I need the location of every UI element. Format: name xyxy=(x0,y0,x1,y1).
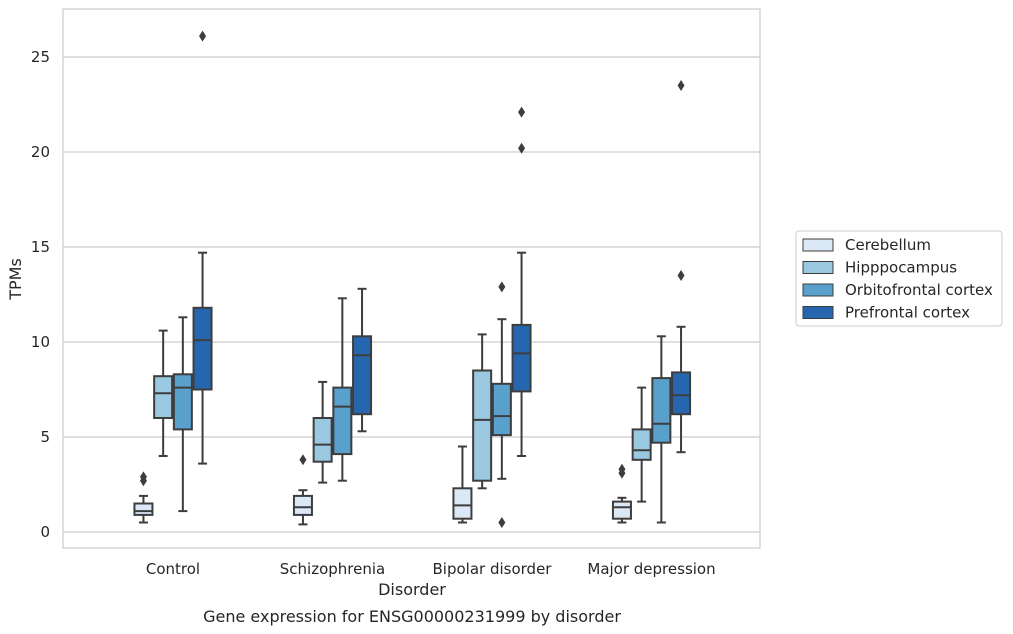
gridlines xyxy=(63,56,760,533)
box-2-3 xyxy=(651,335,672,524)
outlier-point xyxy=(677,270,685,281)
outlier-point xyxy=(677,80,685,91)
iqr-box xyxy=(472,369,493,482)
iqr-box xyxy=(332,386,353,456)
box-1-3 xyxy=(631,386,652,503)
box-0-2 xyxy=(452,445,473,524)
outlier-point xyxy=(618,463,626,475)
iqr-box xyxy=(611,500,632,520)
x-tick-label: Major depression xyxy=(587,560,715,578)
iqr-box xyxy=(491,382,512,437)
outlier-point xyxy=(518,106,526,118)
y-tick-labels: 0 5 10 15 20 25 xyxy=(31,48,50,541)
outlier-point xyxy=(139,471,147,483)
legend: Cerebellum Hipppocampus Orbitofrontal cort… xyxy=(795,230,1003,327)
x-tick-labels: Control Schizophrenia Bipolar disorder Majo… xyxy=(146,560,716,578)
legend-swatch xyxy=(802,306,834,319)
x-tick-label: Schizophrenia xyxy=(280,560,385,578)
outlier-point xyxy=(518,142,526,154)
box-3-0 xyxy=(192,30,213,465)
x-tick-label: Bipolar disorder xyxy=(433,560,553,578)
plot-frame xyxy=(62,8,761,549)
iqr-box xyxy=(172,373,193,431)
iqr-box xyxy=(352,335,373,416)
box-3-3 xyxy=(671,80,692,454)
box-0-0 xyxy=(133,471,154,524)
legend-label: Cerebellum xyxy=(845,236,931,254)
legend-swatch xyxy=(802,261,834,274)
x-tick-label: Control xyxy=(146,560,200,578)
outlier-point xyxy=(498,517,506,528)
y-axis-label: TPMs xyxy=(6,258,25,301)
legend-frame xyxy=(795,230,1003,327)
iqr-box xyxy=(631,428,652,461)
y-tick-label: 15 xyxy=(31,238,50,256)
y-tick-label: 25 xyxy=(31,48,50,66)
legend-swatch xyxy=(802,238,834,252)
legend-label: Prefrontal cortex xyxy=(845,304,970,322)
iqr-box xyxy=(651,377,672,444)
y-tick-label: 5 xyxy=(40,428,50,446)
outlier-point xyxy=(199,30,207,42)
y-tick-label: 10 xyxy=(31,333,50,351)
x-axis-label: Disorder xyxy=(378,580,446,599)
iqr-box xyxy=(312,417,333,463)
iqr-box xyxy=(511,323,532,393)
iqr-box xyxy=(452,487,473,520)
iqr-box xyxy=(192,306,213,391)
iqr-box xyxy=(153,375,174,420)
outlier-point xyxy=(299,454,307,466)
legend-label: Hipppocampus xyxy=(845,259,957,277)
legend-label: Orbitofrontal cortex xyxy=(845,281,993,299)
box-0-1 xyxy=(292,454,313,526)
box-2-2 xyxy=(491,281,512,528)
box-1-1 xyxy=(312,380,333,484)
y-tick-label: 20 xyxy=(31,143,50,161)
box-series xyxy=(133,30,692,528)
box-2-0 xyxy=(172,316,193,513)
box-0-3 xyxy=(611,463,632,524)
box-2-1 xyxy=(332,297,353,482)
legend-swatch xyxy=(802,283,834,297)
box-3-1 xyxy=(352,287,373,433)
chart-caption: Gene expression for ENSG00000231999 by d… xyxy=(203,607,621,626)
iqr-box xyxy=(133,502,154,516)
y-tick-label: 0 xyxy=(40,523,50,541)
box-1-2 xyxy=(472,333,493,490)
iqr-box xyxy=(671,371,692,416)
box-3-2 xyxy=(511,106,532,457)
iqr-box xyxy=(292,494,313,516)
outlier-point xyxy=(498,281,506,293)
box-1-0 xyxy=(153,329,174,457)
